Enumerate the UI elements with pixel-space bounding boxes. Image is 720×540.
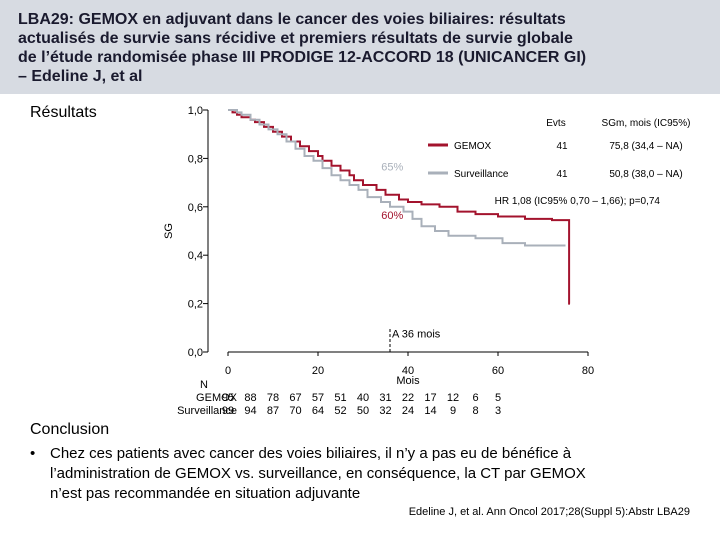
- x-tick-label: 60: [492, 365, 504, 377]
- risk-table-cell: 95: [222, 392, 234, 404]
- legend-events: 41: [556, 141, 568, 152]
- y-tick-label: 0,4: [188, 250, 203, 262]
- legend-median: 75,8 (34,4 – NA): [609, 141, 682, 152]
- risk-table-cell: 64: [312, 405, 324, 417]
- legend-events: 41: [556, 169, 568, 180]
- risk-table-cell: 99: [222, 405, 234, 417]
- citation: Edeline J, et al. Ann Oncol 2017;28(Supp…: [408, 506, 690, 518]
- risk-table-cell: 8: [472, 405, 478, 417]
- risk-table-cell: 3: [495, 405, 501, 417]
- slide-title: LBA29: GEMOX en adjuvant dans le cancer …: [18, 11, 587, 85]
- risk-table-cell: 88: [244, 392, 256, 404]
- y-tick-label: 0,6: [188, 202, 203, 214]
- risk-table-cell: 51: [334, 392, 346, 404]
- risk-table-cell: 67: [289, 392, 301, 404]
- risk-table-cell: 94: [244, 405, 256, 417]
- conclusion-heading: Conclusion: [30, 421, 110, 438]
- risk-table-cell: 50: [357, 405, 369, 417]
- risk-table-cell: 52: [334, 405, 346, 417]
- y-tick-label: 0,2: [188, 299, 203, 311]
- risk-table-cell: 9: [450, 405, 456, 417]
- bullet-dot: •: [30, 445, 36, 462]
- risk-table-header: N: [200, 379, 208, 391]
- legend-median: 50,8 (38,0 – NA): [609, 169, 682, 180]
- risk-table-cell: 17: [424, 392, 436, 404]
- y-tick-label: 0,8: [188, 153, 203, 165]
- x-tick-label: 40: [402, 365, 414, 377]
- risk-table-cell: 5: [495, 392, 501, 404]
- conclusion-text: Chez ces patients avec cancer des voies …: [50, 445, 586, 502]
- risk-table-cell: 57: [312, 392, 324, 404]
- title-banner: LBA29: GEMOX en adjuvant dans le cancer …: [0, 0, 720, 94]
- risk-table-cell: 87: [267, 405, 279, 417]
- risk-table-cell: 70: [289, 405, 301, 417]
- x-tick-label: 0: [225, 365, 231, 377]
- annotation-gemox-36m: 65%: [381, 162, 403, 174]
- y-tick-label: 1,0: [188, 105, 203, 117]
- risk-table-row-label: Surveillance: [177, 405, 237, 417]
- risk-table-cell: 40: [357, 392, 369, 404]
- km-curve-surveillance: [228, 109, 566, 247]
- x-tick-label: 20: [312, 365, 324, 377]
- annotation-surveillance-36m: 60%: [381, 210, 403, 222]
- x-axis-label: Mois: [396, 375, 420, 387]
- risk-table-cell: 24: [402, 405, 414, 417]
- legend-hazard-ratio: HR 1,08 (IC95% 0,70 – 1,66); p=0,74: [495, 196, 661, 207]
- risk-table-cell: 78: [267, 392, 279, 404]
- risk-table-cell: 6: [472, 392, 478, 404]
- results-label: Résultats: [30, 104, 97, 121]
- risk-table-row-label: GEMOX: [196, 392, 238, 404]
- legend-header-median: SGm, mois (IC95%): [602, 118, 691, 129]
- y-tick-label: 0,0: [188, 347, 203, 359]
- risk-table-cell: 12: [447, 392, 459, 404]
- month-36-label: A 36 mois: [392, 328, 441, 340]
- risk-table-cell: 22: [402, 392, 414, 404]
- legend-header-events: Evts: [546, 118, 565, 129]
- legend-name: GEMOX: [454, 141, 492, 152]
- risk-table-cell: 32: [379, 405, 391, 417]
- km-curve-gemox: [228, 109, 571, 305]
- y-axis-label: SG: [163, 223, 175, 239]
- risk-table-cell: 31: [379, 392, 391, 404]
- legend-name: Surveillance: [454, 169, 509, 180]
- x-tick-label: 80: [582, 365, 594, 377]
- risk-table-cell: 14: [424, 405, 436, 417]
